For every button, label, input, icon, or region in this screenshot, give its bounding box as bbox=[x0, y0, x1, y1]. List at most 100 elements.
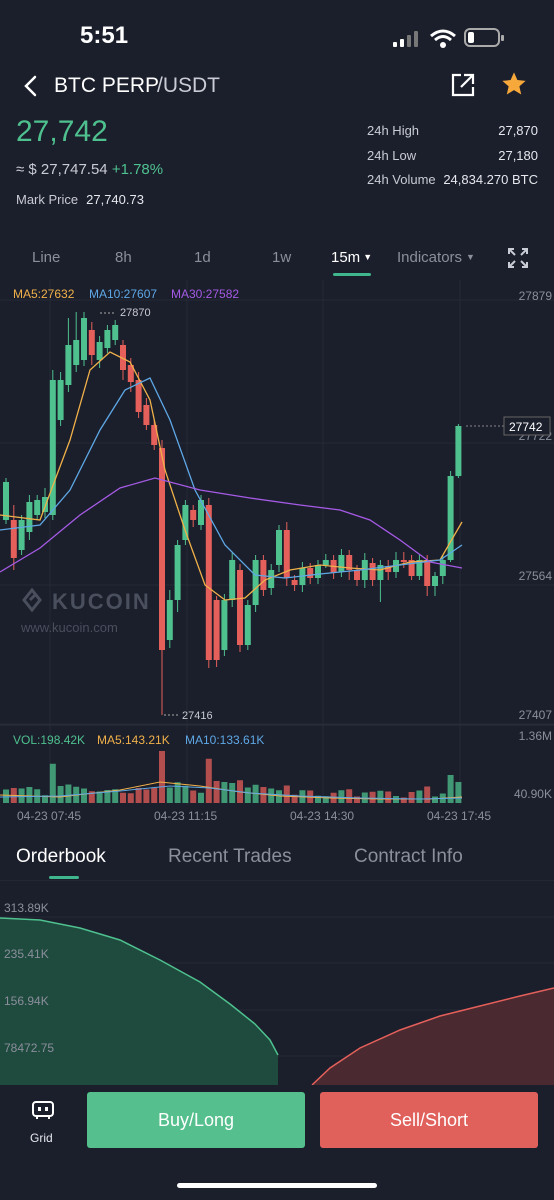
candle-body bbox=[244, 605, 251, 645]
low-marker: 27416 bbox=[182, 710, 213, 722]
back-arrow-icon[interactable] bbox=[18, 72, 46, 100]
candle-body bbox=[88, 330, 95, 355]
volume-bar bbox=[96, 791, 103, 803]
candle-body bbox=[455, 426, 462, 476]
candle-body bbox=[49, 380, 56, 515]
candle-body bbox=[369, 563, 376, 580]
mark-price-value: 27,740.73 bbox=[86, 192, 144, 207]
candle-body bbox=[315, 565, 321, 578]
depth-y-label-2: 235.41K bbox=[4, 947, 49, 961]
volume-bar bbox=[244, 787, 251, 803]
volume-bar bbox=[229, 783, 236, 803]
depth-chart[interactable]: 313.89K 235.41K 156.94K 78472.75 bbox=[0, 880, 554, 1085]
volume-bar bbox=[151, 788, 158, 803]
volume-bar bbox=[112, 789, 119, 803]
y-axis-label-3: 27564 bbox=[519, 569, 553, 583]
candle-body bbox=[237, 570, 243, 645]
candle-body bbox=[65, 345, 72, 385]
tab-1d[interactable]: 1d bbox=[194, 249, 211, 266]
candle-body bbox=[252, 560, 259, 605]
bid-depth-area bbox=[0, 918, 278, 1085]
tab-indicators[interactable]: Indicators ▼ bbox=[397, 249, 475, 266]
tab-8h[interactable]: 8h bbox=[115, 249, 132, 266]
status-time: 5:51 bbox=[80, 22, 129, 49]
vol-ma10-line bbox=[0, 785, 463, 800]
sell-short-button[interactable]: Sell/Short bbox=[320, 1092, 538, 1148]
volume-bar bbox=[221, 782, 228, 803]
tab-15m-label: 15m bbox=[331, 249, 361, 266]
candle-body bbox=[174, 545, 181, 600]
high-value: 27,870 bbox=[498, 123, 538, 138]
volume-bar bbox=[120, 792, 126, 803]
tab-1w[interactable]: 1w bbox=[272, 249, 292, 266]
pair-quote[interactable]: /USDT bbox=[157, 74, 220, 97]
vol-axis-top: 1.36M bbox=[519, 729, 552, 743]
bid-depth-line bbox=[0, 917, 279, 1056]
candle-body bbox=[112, 325, 119, 340]
volume-bar bbox=[276, 790, 282, 803]
wifi-icon bbox=[430, 29, 456, 48]
volume-bar bbox=[174, 782, 181, 803]
high-label: 24h High bbox=[367, 123, 420, 138]
volume-bar bbox=[455, 782, 462, 803]
volume-bar bbox=[213, 781, 220, 803]
buy-long-button[interactable]: Buy/Long bbox=[87, 1092, 305, 1148]
fullscreen-icon[interactable] bbox=[507, 247, 529, 269]
home-indicator[interactable] bbox=[177, 1183, 377, 1188]
volume-bar bbox=[166, 787, 173, 803]
mark-price-label: Mark Price bbox=[16, 192, 79, 207]
tab-recent-trades[interactable]: Recent Trades bbox=[168, 846, 292, 867]
tab-contract-info[interactable]: Contract Info bbox=[354, 846, 463, 867]
candle-body bbox=[57, 380, 64, 420]
tab-line[interactable]: Line bbox=[32, 249, 61, 266]
candle-body bbox=[338, 555, 345, 572]
approx-usd-value: ≈ $ 27,747.54 bbox=[16, 161, 108, 178]
volume-bar bbox=[26, 787, 33, 803]
candle-body bbox=[127, 365, 134, 382]
candle-body bbox=[276, 530, 282, 565]
star-icon[interactable] bbox=[500, 70, 528, 98]
ma30-line bbox=[0, 477, 463, 573]
price-chart[interactable]: KUCOIN www.kucoin.com MA5:27632 MA10:276… bbox=[0, 280, 554, 825]
depth-y-label-4: 78472.75 bbox=[4, 1041, 54, 1055]
candle-body bbox=[322, 560, 329, 565]
grid-bot-icon[interactable] bbox=[31, 1098, 55, 1122]
volume-bar bbox=[338, 790, 345, 803]
ma10-line bbox=[0, 377, 463, 579]
volume-bar bbox=[88, 791, 95, 803]
depth-y-label-3: 156.94K bbox=[4, 994, 49, 1008]
volume-bar bbox=[49, 763, 56, 803]
candle-body bbox=[213, 600, 220, 660]
candle-body bbox=[260, 560, 267, 590]
volume-bar bbox=[408, 792, 415, 803]
y-axis-label-bottom: 27407 bbox=[519, 708, 553, 722]
volume-bar bbox=[424, 786, 431, 803]
candle-body bbox=[346, 555, 353, 570]
candle-body bbox=[190, 510, 197, 520]
tab-orderbook[interactable]: Orderbook bbox=[16, 846, 106, 867]
watermark-text: KUCOIN bbox=[52, 589, 151, 614]
volume-bar bbox=[447, 775, 454, 803]
tab-15m[interactable]: 15m ▼ bbox=[331, 249, 372, 266]
share-icon[interactable] bbox=[450, 72, 476, 98]
volume-bar bbox=[369, 791, 376, 803]
ma30-label: MA30:27582 bbox=[171, 287, 239, 301]
candle-body bbox=[143, 405, 150, 425]
volume-bar bbox=[198, 792, 204, 803]
candle-body bbox=[432, 576, 438, 586]
volume-bar bbox=[205, 758, 212, 803]
candle-body bbox=[104, 330, 111, 348]
candle-body bbox=[73, 340, 80, 365]
pair-base[interactable]: BTC PERP bbox=[54, 74, 160, 97]
volume-bar bbox=[377, 790, 384, 803]
candle-body bbox=[439, 560, 446, 576]
candle-body bbox=[354, 570, 360, 580]
volume-bar bbox=[432, 796, 438, 803]
signal-icon bbox=[393, 31, 421, 47]
ask-depth-area bbox=[312, 988, 554, 1085]
grid-label[interactable]: Grid bbox=[30, 1131, 53, 1145]
volume-bar bbox=[3, 789, 9, 803]
volume-bar bbox=[104, 790, 111, 803]
candle-body bbox=[408, 560, 415, 576]
volume-bar bbox=[57, 786, 64, 803]
